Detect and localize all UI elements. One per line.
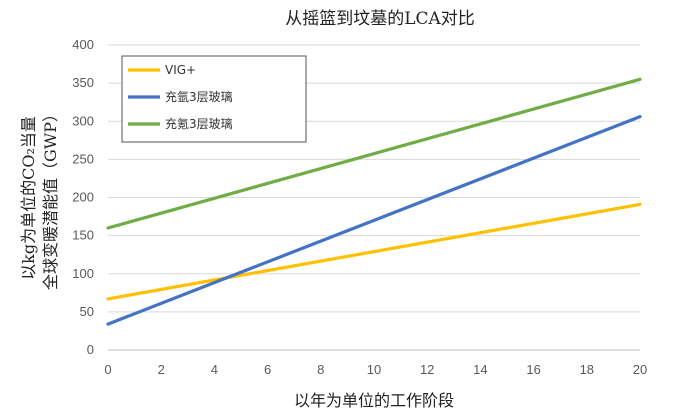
series-lines (106, 77, 642, 326)
x-tick-labels: 0 2 4 6 8 10 12 14 16 18 20 (104, 362, 647, 377)
x-tick-label: 20 (633, 362, 647, 377)
x-tick-label: 18 (580, 362, 594, 377)
y-tick-label: 300 (72, 113, 94, 128)
x-tick-label: 4 (211, 362, 218, 377)
y-tick-labels: 0 50 100 150 200 250 300 350 400 (72, 37, 94, 357)
y-tick-label: 350 (72, 75, 94, 90)
y-axis-title-line1: 以kg为单位的CO₂当量 (19, 116, 38, 280)
y-tick-label: 150 (72, 228, 94, 243)
y-tick-label: 400 (72, 37, 94, 52)
legend-label: 充氩3层玻璃 (165, 89, 233, 104)
y-tick-label: 50 (80, 304, 94, 319)
x-tick-label: 2 (158, 362, 165, 377)
x-tick-label: 16 (526, 362, 540, 377)
x-tick-label: 14 (473, 362, 487, 377)
x-tick-label: 0 (104, 362, 111, 377)
y-axis-title: 以kg为单位的CO₂当量 全球变暖潜能值（GWP） (19, 106, 60, 290)
series-line (106, 77, 642, 230)
y-tick-label: 100 (72, 266, 94, 281)
chart-title: 从摇篮到坟墓的LCA对比 (285, 9, 475, 29)
y-tick-label: 250 (72, 151, 94, 166)
y-tick-label: 200 (72, 190, 94, 205)
x-tick-label: 8 (317, 362, 324, 377)
legend-label: 充氪3层玻璃 (165, 116, 233, 131)
y-tick-label: 0 (87, 342, 94, 357)
x-axis-title: 以年为单位的工作阶段 (294, 391, 454, 410)
x-tick-label: 12 (420, 362, 434, 377)
y-axis-title-line2: 全球变暖潜能值（GWP） (41, 106, 60, 290)
x-tick-label: 6 (264, 362, 271, 377)
legend-label: VIG+ (165, 63, 196, 77)
series-line (106, 202, 642, 301)
series-line (106, 115, 642, 326)
x-tick-label: 10 (367, 362, 381, 377)
